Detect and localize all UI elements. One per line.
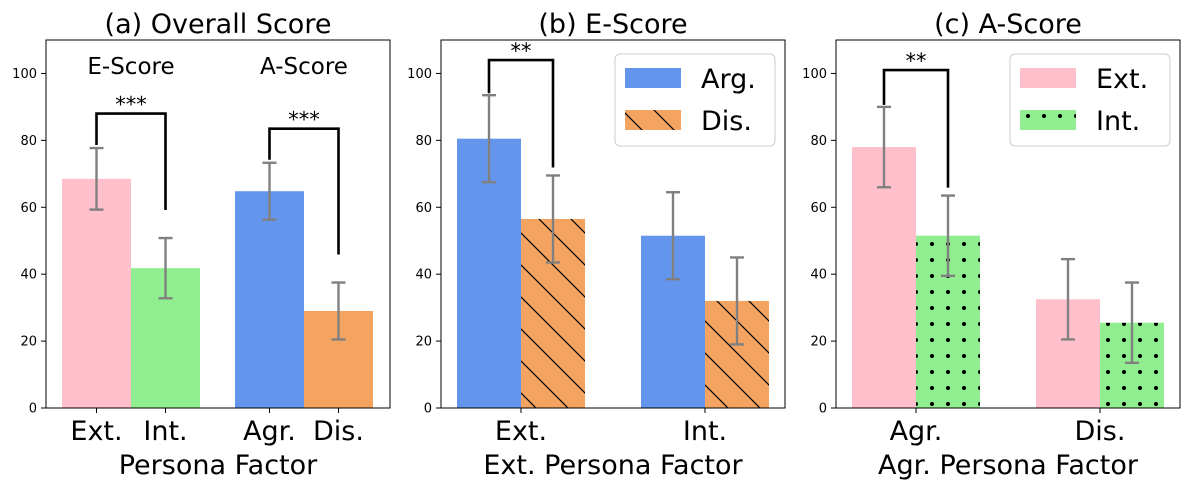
x-tick-label: Dis. — [1075, 416, 1126, 447]
axes-frame — [45, 39, 391, 409]
y-tick-label: 100 — [802, 67, 827, 82]
panel-b: (b) E-Score 0 20 40 60 80 100 ** Arg. Dis. Ext. In… — [407, 9, 786, 481]
significance-label: ** — [511, 39, 532, 63]
panel-a-title: (a) Overall Score — [105, 9, 332, 40]
significance-bracket — [95, 112, 167, 211]
legend-label-int: Int. — [1096, 106, 1140, 137]
x-tick-label: Agr. — [243, 416, 296, 447]
legend-label-arg: Arg. — [701, 64, 756, 95]
legend-label-ext: Ext. — [1096, 64, 1148, 95]
legend-swatch-dis — [625, 110, 681, 130]
x-tick-label: Agr. — [890, 416, 943, 447]
y-tick-label: 60 — [415, 201, 432, 216]
legend-swatch-int — [1020, 110, 1076, 130]
x-tick-label: Int. — [683, 416, 727, 447]
bar-agr — [235, 191, 304, 408]
significance-bracket — [882, 68, 950, 188]
significance-label: *** — [115, 93, 147, 117]
y-tick-label: 60 — [20, 201, 37, 216]
legend-label-dis: Dis. — [701, 106, 752, 137]
x-tick-label: Int. — [143, 416, 187, 447]
bar-arg-ext — [457, 138, 521, 408]
bar-ext — [62, 178, 131, 408]
y-tick-label: 40 — [415, 268, 432, 283]
panel-b-plot: 0 20 40 60 80 100 ** Arg. Dis. Ext. Int. — [407, 39, 786, 447]
group-label-escore: E-Score — [87, 54, 174, 80]
legend-swatch-ext — [1020, 68, 1076, 88]
y-tick-label: 60 — [810, 201, 827, 216]
x-tick-label: Ext. — [70, 416, 122, 447]
y-tick-label: 40 — [810, 268, 827, 283]
y-tick-label: 0 — [819, 402, 827, 417]
y-tick-label: 80 — [20, 134, 37, 149]
bar-ext-agr — [852, 147, 916, 408]
y-tick-label: 0 — [29, 402, 37, 417]
panel-c-plot: 0 20 40 60 80 100 ** Ext. Int. Agr. Dis. — [802, 39, 1181, 447]
significance-bracket — [268, 127, 340, 255]
y-tick-label: 80 — [415, 134, 432, 149]
y-tick-label: 80 — [810, 134, 827, 149]
panel-a-plot: 0 20 40 60 80 100 E-Score A-Score *** *** Ext. Int.… — [12, 39, 391, 447]
y-tick-label: 100 — [407, 67, 432, 82]
panel-a: (a) Overall Score 0 20 40 60 80 100 E-Score A-S… — [12, 9, 391, 481]
significance-bracket — [487, 58, 555, 168]
panel-b-title: (b) E-Score — [538, 9, 687, 40]
panel-c: (c) A-Score 0 20 40 60 80 100 ** Ext. Int. Agr. Di… — [802, 9, 1181, 481]
y-tick-label: 40 — [20, 268, 37, 283]
panel-a-xlabel: Persona Factor — [119, 450, 318, 481]
panel-c-title: (c) A-Score — [934, 9, 1082, 40]
y-tick-label: 20 — [20, 335, 37, 350]
axes-frame — [835, 39, 1181, 409]
significance-label: *** — [288, 108, 320, 132]
axes-frame — [440, 39, 786, 409]
panel-b-xlabel: Ext. Persona Factor — [483, 450, 743, 481]
x-tick-label: Dis. — [313, 416, 364, 447]
y-tick-label: 0 — [424, 402, 432, 417]
y-tick-label: 20 — [415, 335, 432, 350]
group-label-ascore: A-Score — [260, 54, 348, 80]
y-tick-label: 20 — [810, 335, 827, 350]
y-tick-label: 100 — [12, 67, 37, 82]
panel-c-xlabel: Agr. Persona Factor — [878, 450, 1139, 481]
x-tick-label: Ext. — [495, 416, 547, 447]
significance-label: ** — [906, 49, 927, 73]
legend-swatch-arg — [625, 68, 681, 88]
